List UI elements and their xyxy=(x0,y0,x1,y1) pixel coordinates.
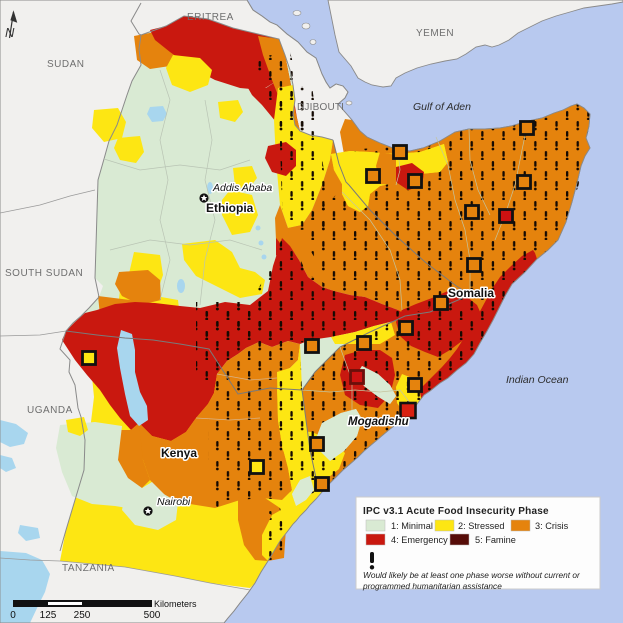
svg-text:Gulf of Aden: Gulf of Aden xyxy=(413,101,471,113)
svg-text:ERITREA: ERITREA xyxy=(187,12,234,23)
svg-text:Addis Ababa: Addis Ababa xyxy=(212,182,272,194)
svg-text:3: Crisis: 3: Crisis xyxy=(535,521,569,531)
svg-text:SOUTH SUDAN: SOUTH SUDAN xyxy=(5,268,83,279)
svg-text:Ethiopia: Ethiopia xyxy=(206,201,254,215)
svg-text:IPC v3.1 Acute Food Insecurity: IPC v3.1 Acute Food Insecurity Phase xyxy=(363,506,549,517)
svg-text:TANZANIA: TANZANIA xyxy=(62,563,115,574)
svg-text:500: 500 xyxy=(144,610,161,621)
svg-text:Nairobi: Nairobi xyxy=(157,496,191,508)
svg-text:Mogadishu: Mogadishu xyxy=(348,416,409,428)
svg-text:125: 125 xyxy=(40,610,57,621)
svg-text:Somalia: Somalia xyxy=(448,286,494,300)
svg-text:N: N xyxy=(5,25,15,40)
svg-text:programmed humanitarian assist: programmed humanitarian assistance xyxy=(362,581,502,591)
svg-text:Indian Ocean: Indian Ocean xyxy=(506,374,569,386)
svg-text:UGANDA: UGANDA xyxy=(27,405,73,416)
svg-text:1: Minimal: 1: Minimal xyxy=(391,521,433,531)
svg-text:DJIBOUTI: DJIBOUTI xyxy=(297,102,344,113)
svg-text:250: 250 xyxy=(74,610,91,621)
svg-text:YEMEN: YEMEN xyxy=(416,28,454,39)
svg-text:5: Famine: 5: Famine xyxy=(475,535,516,545)
svg-text:Kilometers: Kilometers xyxy=(154,599,197,609)
svg-text:0: 0 xyxy=(10,610,16,621)
svg-text:2: Stressed: 2: Stressed xyxy=(458,521,504,531)
svg-text:Would likely be at least one p: Would likely be at least one phase worse… xyxy=(363,570,581,580)
svg-text:SUDAN: SUDAN xyxy=(47,59,85,70)
svg-text:4: Emergency: 4: Emergency xyxy=(391,535,448,545)
svg-text:Kenya: Kenya xyxy=(161,446,197,460)
